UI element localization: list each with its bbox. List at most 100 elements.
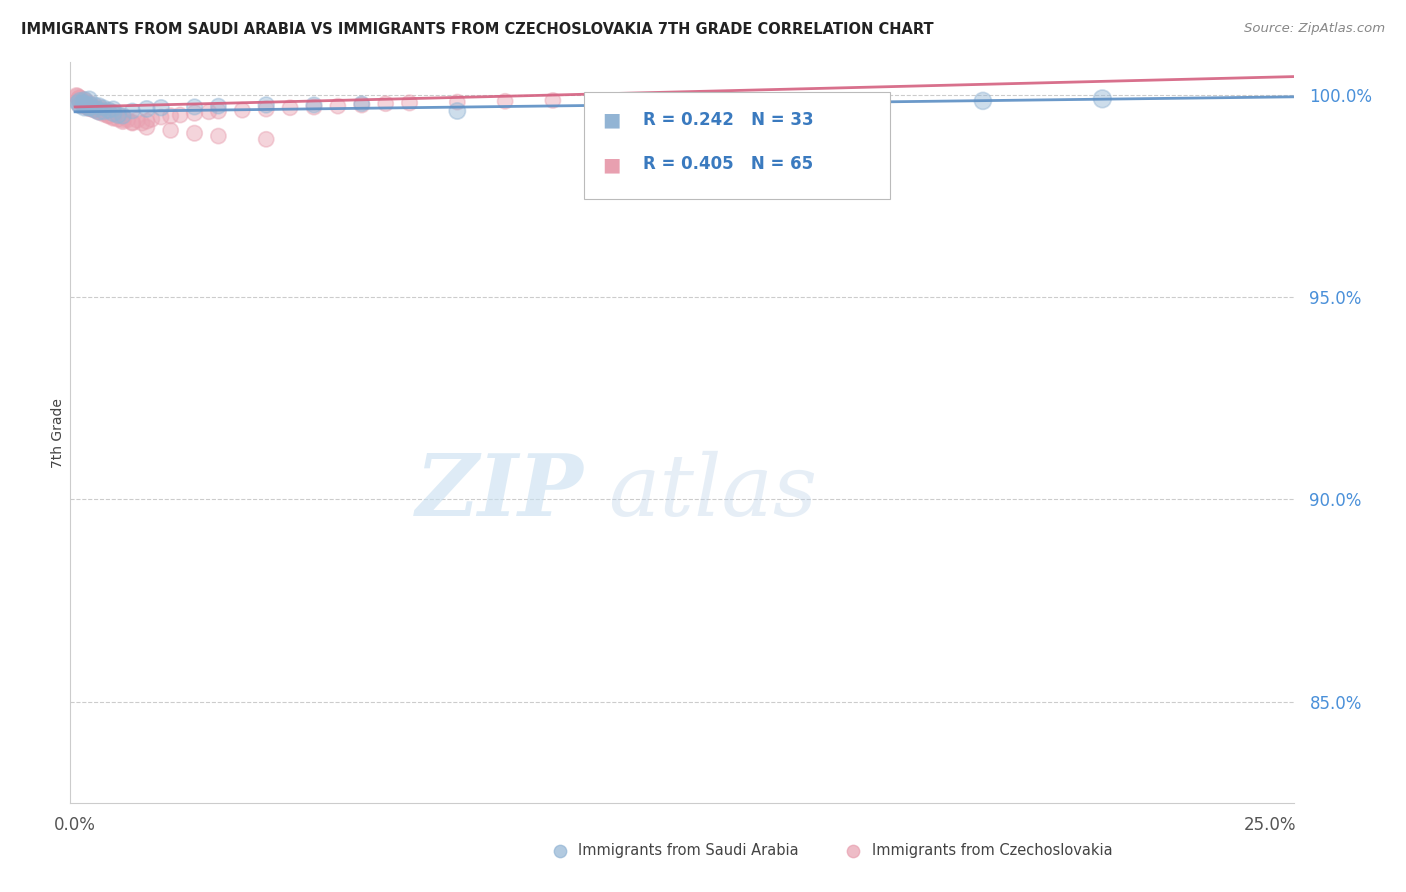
Point — [111, 109, 134, 123]
Point — [87, 99, 110, 113]
Point — [79, 99, 101, 113]
Point — [302, 98, 325, 112]
Point — [87, 103, 110, 118]
Point — [73, 96, 96, 111]
Point — [97, 108, 120, 122]
Point — [79, 96, 101, 111]
Point — [87, 101, 110, 115]
Text: Immigrants from Saudi Arabia: Immigrants from Saudi Arabia — [578, 844, 799, 858]
Point — [446, 95, 468, 109]
Text: Immigrants from Czechoslovakia: Immigrants from Czechoslovakia — [872, 844, 1112, 858]
Point — [79, 101, 101, 115]
Point — [103, 112, 125, 126]
Point — [198, 104, 221, 119]
Point — [972, 94, 994, 108]
Point — [541, 94, 564, 108]
Point — [69, 98, 91, 112]
Y-axis label: 7th Grade: 7th Grade — [51, 398, 65, 467]
Point — [637, 112, 659, 126]
Point — [66, 95, 89, 110]
Point — [111, 114, 134, 128]
Text: ■: ■ — [602, 155, 621, 174]
Point — [207, 129, 229, 144]
Point — [97, 104, 120, 119]
Point — [107, 112, 129, 126]
Point — [150, 101, 173, 115]
Point — [83, 103, 105, 118]
Point — [93, 104, 115, 119]
Point — [83, 100, 105, 114]
Point — [169, 108, 191, 122]
Point — [66, 90, 89, 104]
Point — [398, 95, 420, 110]
Point — [73, 96, 96, 111]
Point — [83, 102, 105, 116]
Point — [183, 126, 205, 140]
Point — [121, 103, 143, 118]
Text: ZIP: ZIP — [416, 450, 583, 533]
Point — [111, 110, 134, 124]
Point — [69, 94, 91, 108]
Point — [97, 109, 120, 123]
Point — [446, 103, 468, 118]
Point — [207, 103, 229, 118]
Point — [70, 95, 93, 109]
Point — [183, 100, 205, 114]
Point — [254, 132, 277, 146]
Point — [254, 102, 277, 116]
Point — [69, 94, 91, 108]
Point — [111, 112, 134, 127]
Point — [73, 100, 96, 114]
Point — [87, 103, 110, 118]
Point — [83, 98, 105, 112]
Text: R = 0.242   N = 33: R = 0.242 N = 33 — [643, 111, 814, 128]
Point — [117, 112, 139, 127]
Point — [67, 91, 90, 105]
Point — [350, 98, 373, 112]
Point — [131, 116, 153, 130]
Point — [121, 116, 143, 130]
Text: ■: ■ — [602, 111, 621, 129]
Point — [79, 101, 101, 115]
Point — [93, 107, 115, 121]
Point — [494, 95, 516, 109]
Point — [73, 94, 96, 108]
Point — [1091, 92, 1114, 106]
Point — [135, 114, 157, 128]
Point — [207, 99, 229, 113]
Point — [278, 101, 301, 115]
Point — [69, 98, 91, 112]
Point — [103, 106, 125, 120]
Text: Source: ZipAtlas.com: Source: ZipAtlas.com — [1244, 22, 1385, 36]
Point — [135, 102, 157, 116]
Point — [76, 98, 98, 112]
Point — [83, 102, 105, 116]
Point — [121, 115, 143, 129]
Point — [183, 106, 205, 120]
Point — [97, 103, 120, 118]
Point — [103, 102, 125, 116]
Point — [254, 98, 277, 112]
Point — [73, 95, 96, 110]
Point — [79, 101, 101, 115]
Point — [69, 92, 91, 106]
Point — [150, 110, 173, 124]
Point — [231, 103, 253, 118]
Point — [326, 99, 349, 113]
Point — [135, 120, 157, 135]
Point — [87, 104, 110, 119]
Point — [73, 93, 96, 107]
Text: R = 0.405   N = 65: R = 0.405 N = 65 — [643, 155, 813, 173]
Point — [159, 123, 181, 137]
Point — [127, 112, 149, 127]
Point — [69, 93, 91, 107]
Text: IMMIGRANTS FROM SAUDI ARABIA VS IMMIGRANTS FROM CZECHOSLOVAKIA 7TH GRADE CORRELA: IMMIGRANTS FROM SAUDI ARABIA VS IMMIGRAN… — [21, 22, 934, 37]
Point — [302, 100, 325, 114]
Point — [79, 92, 101, 106]
Point — [93, 106, 115, 120]
Point — [79, 99, 101, 113]
Point — [107, 108, 129, 122]
Point — [141, 112, 163, 126]
Point — [350, 96, 373, 111]
Point — [93, 103, 115, 118]
